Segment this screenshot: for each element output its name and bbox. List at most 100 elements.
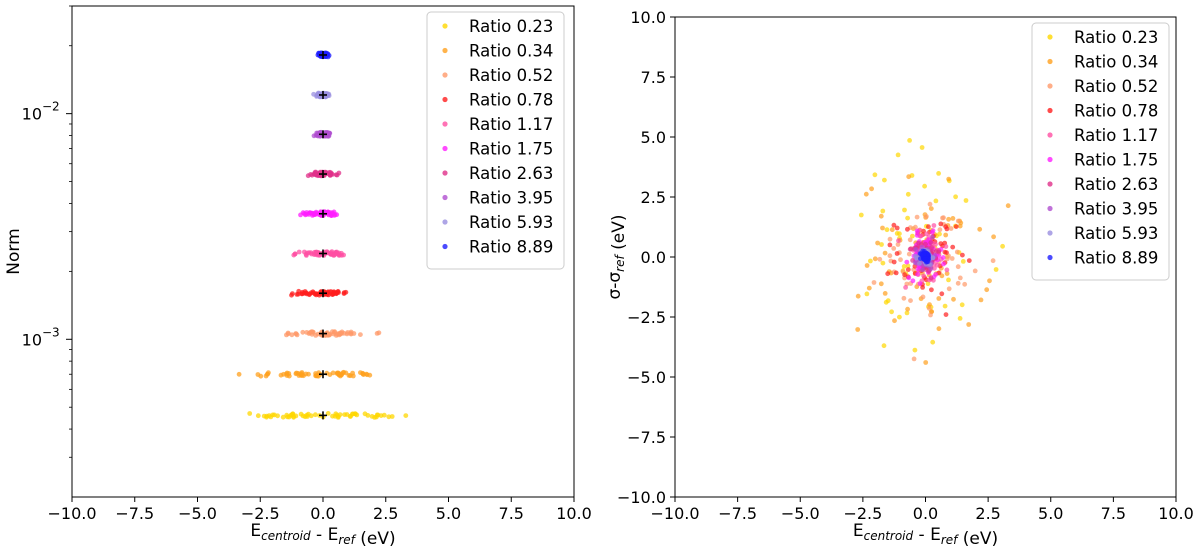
right-point-3-59	[943, 312, 949, 317]
left-point-1-52	[306, 371, 311, 377]
right-point-2-41	[902, 275, 907, 281]
left-xtick-label-7: 7.5	[499, 504, 524, 523]
left-point-5-59	[330, 210, 335, 216]
right-point-0-4	[872, 172, 878, 178]
right-point-2-17	[906, 251, 912, 257]
left-point-1-48	[360, 371, 366, 377]
left-point-1-49	[313, 373, 319, 378]
right-legend-label-6: Ratio 2.63	[1074, 175, 1158, 194]
right-ytick-label-3: −2.5	[627, 308, 666, 327]
right-point-1-52	[943, 232, 949, 238]
left-legend-marker-4	[442, 121, 448, 127]
right-legend-label-1: Ratio 0.34	[1074, 53, 1158, 72]
left-point-0-47	[374, 412, 380, 418]
right-point-3-26	[905, 267, 911, 272]
right-point-3-13	[887, 242, 893, 248]
right-point-2-57	[972, 268, 978, 274]
right-point-0-18	[897, 314, 902, 320]
right-point-1-6	[928, 206, 934, 212]
right-point-0-45	[882, 177, 887, 183]
right-xlabel-mid: - E	[913, 525, 941, 545]
right-point-1-39	[984, 287, 990, 293]
right-point-3-32	[902, 272, 907, 278]
left-point-0-41	[337, 412, 343, 417]
left-xlabel-main: E	[250, 521, 261, 541]
left-point-2-26	[289, 332, 295, 338]
right-point-3-42	[893, 270, 899, 276]
left-xtick-label-0: −10.0	[47, 504, 96, 523]
left-legend-marker-1	[442, 47, 448, 54]
right-point-0-21	[895, 152, 901, 158]
right-point-3-4	[885, 271, 891, 277]
left-xlabel-sub: centroid	[261, 529, 311, 543]
right-point-0-55	[922, 183, 927, 189]
right-ytick-label-2: −5.0	[627, 368, 666, 387]
right-point-1-43	[889, 227, 895, 233]
right-legend-label-5: Ratio 1.75	[1074, 151, 1158, 170]
right-point-2-18	[926, 305, 932, 311]
right-point-9-59	[922, 252, 927, 257]
left-ytick-exp-1: −3	[42, 325, 60, 339]
right-point-1-26	[864, 263, 870, 268]
right-ytick-label-8: 10.0	[630, 8, 666, 27]
right-point-1-59	[875, 240, 880, 246]
right-point-1-41	[906, 174, 912, 180]
left-point-0-48	[261, 413, 267, 419]
right-point-6-14	[916, 240, 922, 246]
right-point-7-53	[913, 247, 919, 252]
right-point-4-56	[944, 267, 950, 273]
left-xtick-label-5: 2.5	[373, 504, 398, 523]
right-point-2-31	[871, 280, 877, 285]
right-point-0-8	[930, 339, 936, 345]
right-point-2-59	[914, 214, 920, 220]
right-point-0-56	[905, 215, 910, 221]
right-xtick-label-8: 10.0	[1158, 504, 1194, 523]
right-point-3-22	[939, 291, 945, 297]
right-point-3-51	[942, 249, 948, 255]
right-point-1-25	[892, 318, 897, 324]
left-point-0-16	[313, 412, 318, 418]
left-point-1-55	[301, 373, 306, 379]
right-point-4-8	[921, 273, 926, 279]
right-legend-label-0: Ratio 0.23	[1074, 28, 1158, 47]
right-point-4-55	[934, 262, 940, 268]
right-point-0-0	[905, 191, 911, 197]
right-point-6-55	[923, 241, 928, 247]
right-ytick-label-7: 7.5	[641, 68, 666, 87]
left-legend-marker-7	[442, 194, 448, 201]
right-point-2-45	[955, 280, 961, 286]
right-point-2-42	[895, 242, 901, 247]
right-point-5-52	[940, 255, 946, 260]
left-point-2-39	[285, 330, 291, 336]
right-point-0-32	[993, 267, 999, 272]
left-legend-label-9: Ratio 8.89	[469, 238, 553, 257]
right-point-5-37	[941, 261, 946, 267]
right-point-2-12	[908, 298, 913, 303]
right-point-2-52	[928, 312, 933, 318]
right-point-0-59	[868, 258, 873, 264]
left-point-4-53	[303, 252, 309, 257]
right-point-0-48	[894, 231, 900, 236]
left-legend-label-0: Ratio 0.23	[469, 17, 553, 36]
left-series-0	[247, 411, 409, 420]
right-point-5-12	[904, 259, 910, 265]
right-point-4-34	[931, 223, 937, 228]
right-point-0-51	[959, 302, 965, 308]
left-point-4-59	[296, 249, 302, 255]
right-point-1-28	[872, 256, 878, 262]
right-point-7-24	[912, 260, 918, 265]
right-legend-label-9: Ratio 8.89	[1074, 249, 1158, 268]
left-point-4-39	[291, 252, 297, 258]
right-legend-label-2: Ratio 0.52	[1074, 77, 1158, 96]
right-point-1-57	[977, 226, 983, 232]
left-xtick-label-4: 0.0	[310, 504, 335, 523]
right-point-1-49	[905, 306, 910, 312]
left-point-6-58	[313, 172, 318, 178]
left-series-4	[291, 249, 346, 258]
right-point-5-11	[915, 271, 921, 277]
right-point-1-50	[882, 291, 888, 296]
right-point-0-17	[904, 310, 910, 316]
left-point-2-19	[374, 331, 380, 336]
right-point-0-49	[864, 291, 870, 297]
right-point-6-54	[928, 240, 934, 246]
